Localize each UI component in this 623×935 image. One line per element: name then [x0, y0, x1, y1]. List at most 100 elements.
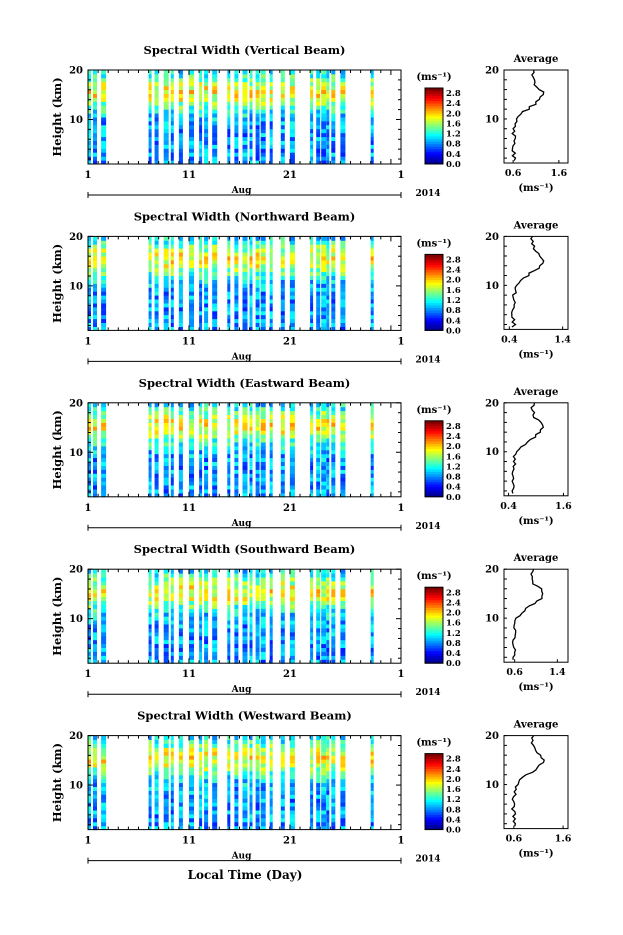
- heatmap-cell: [234, 97, 239, 102]
- heatmap-cell: [280, 620, 285, 625]
- heatmap-cell: [370, 449, 374, 455]
- heatmap-cell: [370, 620, 374, 625]
- heatmap-cell: [340, 624, 346, 629]
- heatmap-cell: [212, 655, 218, 660]
- heatmap-cell: [340, 477, 346, 482]
- heatmap-cell: [88, 739, 91, 744]
- heatmap-cell: [260, 259, 266, 265]
- heatmap-cell: [370, 144, 374, 149]
- heatmap-cell: [88, 156, 91, 161]
- heatmap-cell: [234, 774, 239, 780]
- heatmap-cell: [178, 287, 183, 292]
- heatmap-cell: [370, 755, 374, 760]
- heatmap-cell: [242, 136, 248, 141]
- heatmap-cell: [370, 132, 374, 138]
- heatmap-cell: [234, 299, 239, 304]
- heatmap-cell: [269, 620, 273, 625]
- heatmap-cell: [227, 89, 231, 94]
- heatmap-cell: [204, 747, 209, 752]
- x-tick-label: 1: [85, 669, 92, 680]
- colorbar-tick-label: 0.8: [446, 639, 461, 649]
- heatmap-cell: [170, 798, 174, 803]
- avg-y-tick-label: 10: [485, 447, 499, 458]
- heatmap-cell: [310, 735, 314, 740]
- heatmap-cell: [227, 430, 231, 435]
- heatmap-cell: [316, 426, 321, 431]
- heatmap-cell: [204, 144, 209, 149]
- heatmap-cell: [260, 89, 266, 94]
- heatmap-cell: [255, 310, 260, 316]
- heatmap-cell: [148, 140, 152, 145]
- heatmap-cell: [260, 584, 266, 590]
- heatmap-cell: [234, 569, 239, 574]
- heatmap-cell: [321, 314, 327, 320]
- heatmap-cell: [88, 402, 91, 408]
- heatmap-cell: [199, 402, 203, 408]
- heatmap-cell: [234, 306, 239, 312]
- heatmap-cell: [163, 798, 169, 803]
- heatmap-cell: [88, 438, 91, 443]
- heatmap-cell: [101, 612, 107, 617]
- heatmap-cell: [249, 438, 253, 443]
- heatmap-cell: [212, 596, 218, 601]
- heatmap-cell: [249, 117, 253, 122]
- colorbar: 0.00.40.81.21.62.02.42.8: [424, 753, 461, 836]
- heatmap-cell: [88, 628, 91, 633]
- heatmap-cell: [249, 465, 253, 470]
- heatmap-cell: [289, 236, 295, 241]
- heatmap-cell: [255, 473, 260, 478]
- heatmap-cell: [101, 136, 107, 141]
- heatmap-cell: [331, 97, 336, 102]
- heatmap-cell: [88, 326, 91, 331]
- heatmap-cell: [289, 140, 295, 145]
- heatmap-cell: [370, 604, 374, 609]
- heatmap-cell: [148, 655, 152, 660]
- heatmap-cell: [260, 469, 266, 474]
- heatmap-cell: [289, 414, 295, 419]
- heatmap-cell: [255, 275, 260, 280]
- heatmap-cell: [148, 573, 152, 578]
- heatmap-cell: [242, 128, 248, 134]
- heatmap-cell: [242, 485, 248, 490]
- heatmap-cell: [148, 156, 152, 161]
- heatmap-cell: [321, 461, 327, 466]
- heatmap-cell: [260, 461, 266, 466]
- heatmap-cell: [331, 739, 336, 744]
- heatmap-cell: [88, 643, 91, 648]
- heatmap-cell: [227, 406, 231, 412]
- heatmap-cell: [154, 608, 159, 613]
- heatmap-cell: [93, 113, 97, 118]
- heatmap-cell: [199, 747, 203, 752]
- heatmap-cell: [212, 140, 218, 145]
- heatmap-cell: [269, 782, 273, 787]
- heatmap-cell: [189, 584, 194, 590]
- heatmap-cell: [370, 635, 374, 641]
- heatmap-cell: [370, 85, 374, 91]
- heatmap-cell: [148, 430, 152, 435]
- heatmap-cell: [249, 283, 253, 288]
- heatmap-cell: [212, 113, 218, 118]
- heatmap-cell: [88, 105, 91, 110]
- heatmap-cell: [242, 89, 248, 94]
- heatmap-cell: [260, 306, 266, 312]
- heatmap-cell: [199, 70, 203, 75]
- heatmap-cell: [204, 639, 209, 645]
- colorbar-tick-label: 0.8: [446, 805, 461, 815]
- heatmap-cell: [260, 81, 266, 87]
- heatmap-cell: [227, 117, 231, 122]
- heatmap-cell: [154, 489, 159, 494]
- colorbar-segment: [425, 587, 443, 591]
- colorbar-segment: [425, 113, 443, 117]
- heatmap-cell: [331, 275, 336, 280]
- heatmap-cell: [163, 160, 169, 165]
- colorbar-segment: [425, 118, 443, 122]
- heatmap-cell: [204, 263, 209, 269]
- heatmap-cell: [340, 442, 346, 447]
- heatmap-cell: [212, 766, 218, 772]
- heatmap-cell: [289, 770, 295, 776]
- heatmap-cell: [234, 581, 239, 586]
- heatmap-cell: [269, 120, 273, 126]
- heatmap-cell: [163, 600, 169, 605]
